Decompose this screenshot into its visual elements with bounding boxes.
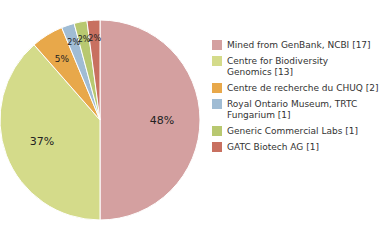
legend-label-line: Royal Ontario Museum, TRTC: [227, 99, 357, 109]
legend-swatch: [212, 142, 222, 152]
legend-label: Generic Commercial Labs [1]: [227, 126, 358, 136]
legend-item: Centre de recherche du CHUQ [2]: [212, 83, 378, 93]
legend-label: Royal Ontario Museum, TRTCFungarium [1]: [227, 99, 357, 120]
data-label: 5%: [55, 54, 70, 64]
legend-swatch: [212, 83, 222, 93]
legend-swatch: [212, 40, 222, 50]
pie: [0, 20, 200, 220]
legend-label-line: Centre de recherche du CHUQ [2]: [227, 83, 378, 93]
legend-swatch: [212, 56, 222, 66]
data-label: 48%: [150, 114, 174, 127]
legend-label-line: Centre for Biodiversity: [227, 56, 329, 66]
legend-item: Mined from GenBank, NCBI [17]: [212, 40, 371, 50]
legend-item: Centre for BiodiversityGenomics [13]: [212, 56, 329, 77]
chart: 48%37%5%2%2%2%Mined from GenBank, NCBI […: [0, 0, 380, 240]
legend-label: GATC Biotech AG [1]: [227, 142, 319, 152]
legend-item: GATC Biotech AG [1]: [212, 142, 319, 152]
legend-label: Mined from GenBank, NCBI [17]: [227, 40, 371, 50]
legend-swatch: [212, 126, 222, 136]
legend-item: Generic Commercial Labs [1]: [212, 126, 358, 136]
data-label: 2%: [88, 34, 101, 43]
legend-swatch: [212, 99, 222, 109]
data-label: 37%: [30, 135, 54, 148]
pie-slice: [100, 20, 200, 220]
data-labels: 48%37%5%2%2%2%: [30, 34, 174, 149]
legend-item: Royal Ontario Museum, TRTCFungarium [1]: [212, 99, 357, 120]
legend: Mined from GenBank, NCBI [17] Centre for …: [212, 40, 378, 152]
legend-label-line: GATC Biotech AG [1]: [227, 142, 319, 152]
legend-label-line: Generic Commercial Labs [1]: [227, 126, 358, 136]
legend-label: Centre de recherche du CHUQ [2]: [227, 83, 378, 93]
legend-label: Centre for BiodiversityGenomics [13]: [227, 56, 329, 77]
legend-label-line: Mined from GenBank, NCBI [17]: [227, 40, 371, 50]
legend-label-line: Fungarium [1]: [227, 110, 291, 120]
legend-label-line: Genomics [13]: [227, 67, 293, 77]
